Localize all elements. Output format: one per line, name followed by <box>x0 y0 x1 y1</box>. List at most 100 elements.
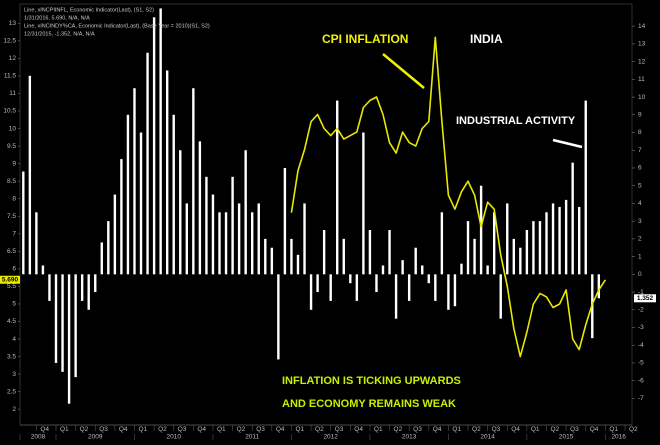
bar <box>460 263 463 275</box>
y2-tick-label: 3 <box>638 218 642 225</box>
y2-tick-label: -5 <box>638 360 644 367</box>
bar <box>578 206 581 275</box>
y-tick-label: 12.5 <box>3 38 16 45</box>
bar <box>185 203 188 275</box>
bar <box>87 274 90 310</box>
y2-tick-label: 10 <box>638 94 646 101</box>
x-tick-label: Q2 <box>629 426 638 433</box>
bar <box>466 221 470 275</box>
bar <box>80 274 84 301</box>
bar <box>126 114 130 275</box>
bar <box>152 17 156 275</box>
bar <box>584 100 587 275</box>
bar <box>211 194 215 275</box>
y-tick-label: 3.5 <box>7 353 16 360</box>
bar <box>22 171 25 275</box>
x-tick-label: Q4 <box>276 426 285 433</box>
y-tick-label: 11 <box>9 90 16 97</box>
bar <box>427 274 430 284</box>
x-tick-label: Q1 <box>531 426 540 433</box>
x-tick-label: Q1 <box>295 426 304 433</box>
bar <box>146 52 149 275</box>
bar <box>165 70 169 275</box>
y-tick-label: 6 <box>12 266 16 273</box>
bar <box>264 238 267 275</box>
annotation: INDIA <box>470 32 503 46</box>
x-tick-label: Q1 <box>452 426 461 433</box>
bar <box>179 150 182 275</box>
y-tick-label: 4 <box>12 336 16 343</box>
bar <box>388 230 391 275</box>
y2-tick-label: -1 <box>638 289 644 296</box>
bar <box>407 274 411 301</box>
y-tick-label: 7 <box>12 231 16 238</box>
y-tick-label: 5.5 <box>7 283 16 290</box>
arrow <box>552 138 583 149</box>
bar <box>74 274 77 378</box>
bar <box>499 274 502 319</box>
x-tick-label: Q3 <box>178 426 187 433</box>
x-tick-label: Q2 <box>237 426 246 433</box>
bar <box>159 8 162 275</box>
y-tick-label: 6.5 <box>7 248 16 255</box>
bar <box>421 265 424 275</box>
y-tick-label: 10 <box>9 125 17 132</box>
x-tick-label: Q3 <box>570 426 579 433</box>
bar <box>434 274 437 301</box>
x-tick-label: Q1 <box>609 426 618 433</box>
x-tick-label: Q2 <box>472 426 481 433</box>
year-label: 2013 <box>402 434 417 440</box>
x-tick-label: Q3 <box>99 426 108 433</box>
bar <box>479 185 483 275</box>
bar <box>244 150 247 275</box>
bar <box>133 88 136 275</box>
bar <box>473 238 476 275</box>
bar <box>342 238 345 275</box>
year-label: 2008 <box>31 434 46 440</box>
x-tick-label: Q1 <box>374 426 383 433</box>
year-label: 2016 <box>611 434 626 440</box>
y2-tick-label: 4 <box>638 200 642 207</box>
y-tick-label: 2 <box>12 406 16 413</box>
last-value-label: 1.352 <box>637 295 654 302</box>
bar <box>545 212 548 275</box>
bar <box>120 159 123 275</box>
bar <box>309 274 313 310</box>
y-tick-label: 8.5 <box>7 178 16 185</box>
bar <box>571 162 574 275</box>
year-label: 2012 <box>323 434 338 440</box>
y2-tick-label: -3 <box>638 324 644 331</box>
bar <box>368 230 372 275</box>
x-tick-label: Q4 <box>197 426 206 433</box>
bar <box>139 132 143 275</box>
x-tick-label: Q4 <box>354 426 363 433</box>
y2-tick-label: 8 <box>638 129 642 136</box>
y-tick-label: 10.5 <box>3 108 16 115</box>
bar <box>41 265 45 275</box>
x-tick-label: Q3 <box>256 426 265 433</box>
year-label: 2009 <box>88 434 103 440</box>
y-tick-label: 11.5 <box>4 73 17 80</box>
y2-tick-label: 0 <box>638 271 642 278</box>
x-tick-label: Q4 <box>119 426 128 433</box>
legend-line: 1/31/2016, 5.690, N/A, N/A <box>24 15 90 21</box>
x-tick-label: Q4 <box>590 426 599 433</box>
y2-tick-label: 12 <box>638 58 646 65</box>
bar <box>506 203 509 275</box>
bar <box>538 221 542 275</box>
y2-tick-label: 6 <box>638 165 642 172</box>
y2-tick-label: 7 <box>638 147 642 154</box>
bar <box>414 247 417 275</box>
y2-tick-label: 13 <box>638 41 646 48</box>
x-tick-label: Q2 <box>80 426 89 433</box>
y2-tick-label: 11 <box>638 76 645 83</box>
x-tick-label: Q2 <box>158 426 167 433</box>
bar <box>100 242 103 275</box>
last-value-tag <box>634 294 656 303</box>
y2-tick-label: -6 <box>638 377 644 384</box>
x-tick-label: Q1 <box>138 426 147 433</box>
bar <box>192 88 195 275</box>
x-tick-label: Q1 <box>60 426 69 433</box>
bar <box>564 199 568 275</box>
bar <box>329 274 332 301</box>
